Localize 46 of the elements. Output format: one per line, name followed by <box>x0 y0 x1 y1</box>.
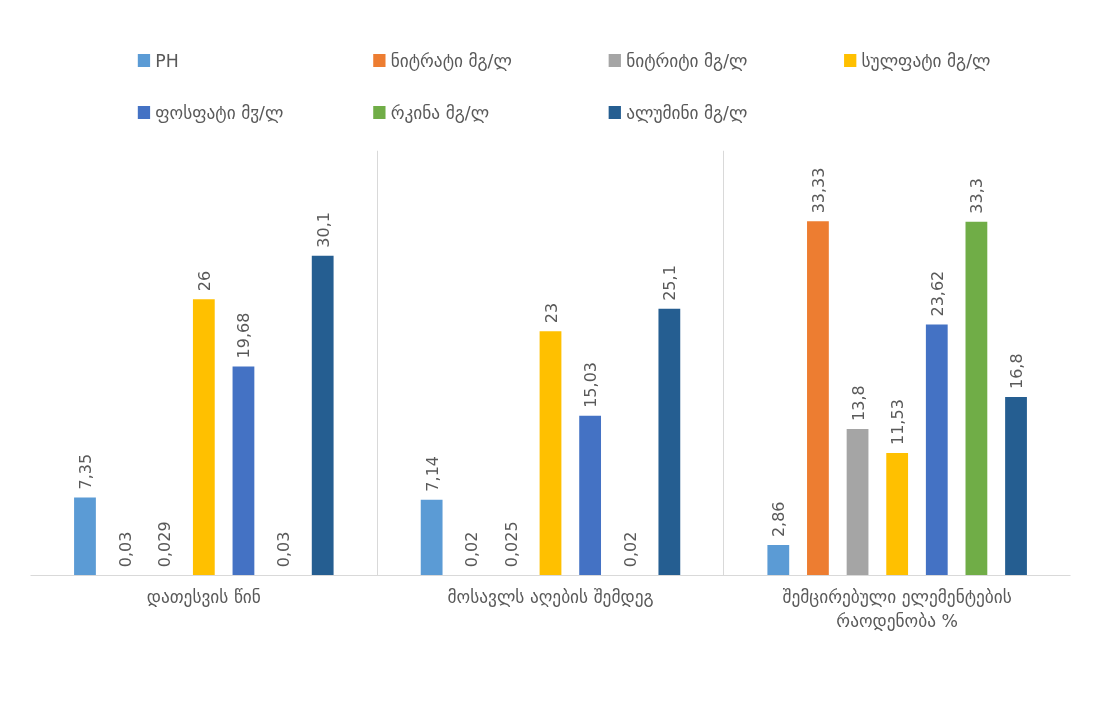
x-tick-label: დათესვის წინ <box>146 586 261 607</box>
legend-label: ნიტრიტი მგ/ლ <box>626 50 748 71</box>
data-label: 16,8 <box>1007 353 1027 389</box>
legend-label: PH <box>155 50 179 71</box>
data-label: 19,68 <box>234 312 254 359</box>
bar <box>192 299 215 576</box>
bar <box>74 497 96 576</box>
data-label: 15,03 <box>581 361 601 408</box>
bar <box>579 415 602 576</box>
bar <box>965 221 988 576</box>
bar <box>658 308 681 576</box>
legend-label: ნიტრატი მგ/ლ <box>390 50 512 71</box>
data-label: 23,62 <box>927 270 947 317</box>
bar <box>846 428 869 576</box>
bar <box>1005 397 1027 576</box>
data-label: 23 <box>541 302 561 324</box>
data-label: 0,025 <box>501 521 521 568</box>
legend-label: ფოსფატი მჳ/ლ <box>155 102 284 123</box>
legend-label: ალუმინი მგ/ლ <box>626 102 748 123</box>
data-label: 0,02 <box>462 531 482 568</box>
data-label: 30,1 <box>313 212 333 248</box>
data-label: 26 <box>194 270 214 292</box>
data-label: 0,02 <box>620 531 640 568</box>
data-label: 2,86 <box>769 501 789 538</box>
x-tick-label: მოსავლს აღების შემდეგ <box>447 586 654 607</box>
legend-label: რკინა მგ/ლ <box>390 102 490 123</box>
bar <box>311 255 334 576</box>
data-label: 13,8 <box>848 385 868 421</box>
bar <box>232 366 255 576</box>
data-label: 7,35 <box>75 453 95 490</box>
legend-label: სულფატი მგ/ლ <box>861 50 991 71</box>
data-label: 11,53 <box>888 399 908 445</box>
data-label: 7,14 <box>422 456 442 492</box>
bar <box>807 221 829 576</box>
data-label: 25,1 <box>660 265 680 301</box>
bar <box>767 545 790 576</box>
data-label: 0,03 <box>115 531 135 568</box>
bar <box>420 499 443 576</box>
data-label: 0,029 <box>155 521 175 568</box>
data-label: 0,03 <box>274 531 294 568</box>
bar <box>539 331 562 576</box>
data-label: 33,3 <box>967 178 987 214</box>
x-tick-label: შემცირებული ელემენტების რაოდენობა % <box>782 586 1012 631</box>
data-label: 33,33 <box>808 167 828 214</box>
bar <box>925 324 948 576</box>
bar <box>886 452 909 576</box>
